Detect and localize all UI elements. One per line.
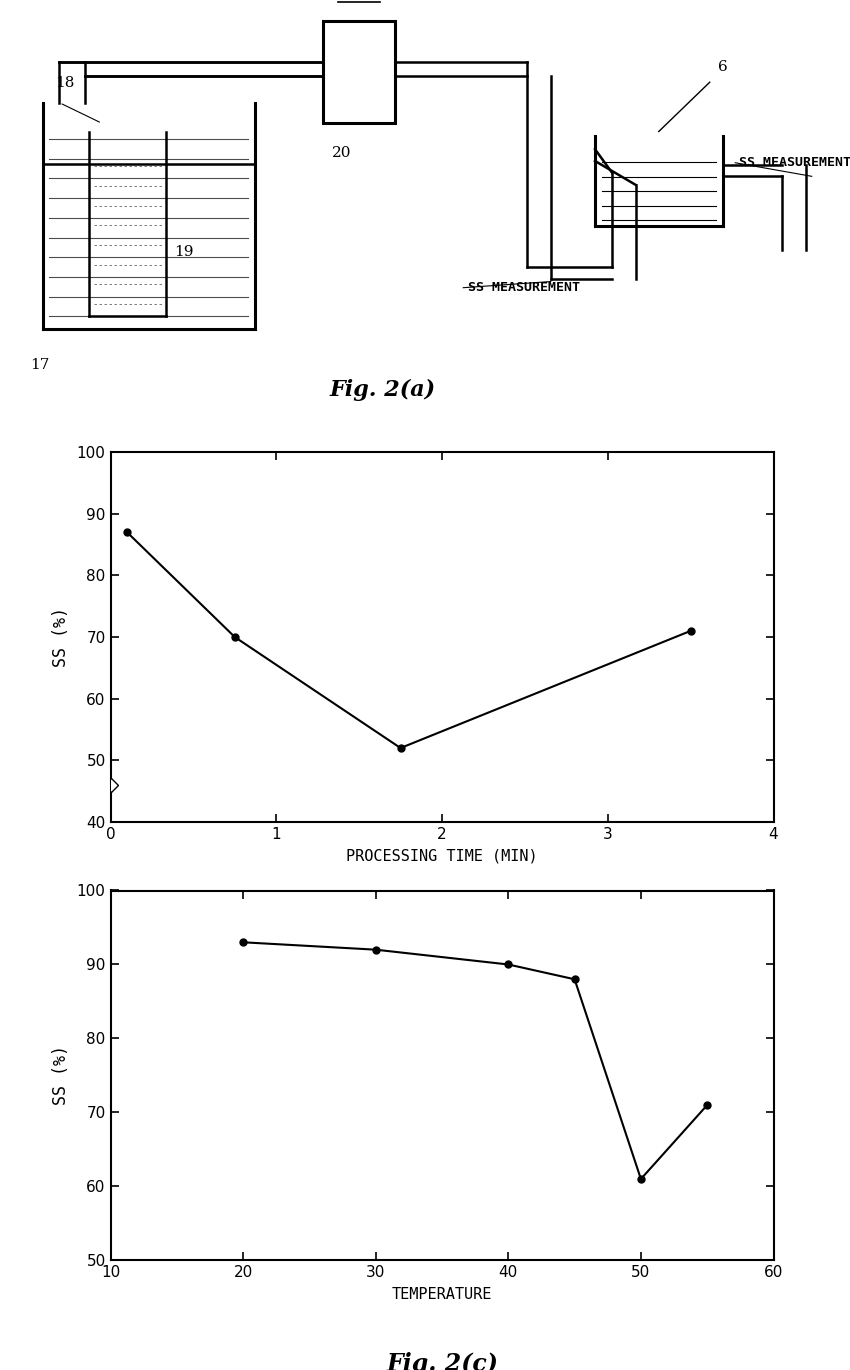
Text: 20: 20 — [332, 147, 351, 160]
Text: Fig. 2(a): Fig. 2(a) — [330, 379, 435, 401]
Text: 18: 18 — [55, 77, 75, 90]
X-axis label: PROCESSING TIME (MIN): PROCESSING TIME (MIN) — [346, 849, 538, 864]
Text: 6: 6 — [718, 60, 728, 74]
Bar — [323, 21, 395, 123]
Y-axis label: SS (%): SS (%) — [52, 607, 70, 667]
Text: Fig. 2(b): Fig. 2(b) — [385, 914, 499, 938]
Text: SS MEASUREMENT: SS MEASUREMENT — [740, 156, 850, 170]
Text: SS MEASUREMENT: SS MEASUREMENT — [468, 281, 580, 295]
X-axis label: TEMPERATURE: TEMPERATURE — [392, 1288, 492, 1303]
Text: 17: 17 — [30, 358, 49, 371]
Y-axis label: SS (%): SS (%) — [52, 1045, 70, 1106]
Text: Fig. 2(c): Fig. 2(c) — [386, 1352, 498, 1370]
Text: 19: 19 — [174, 245, 194, 259]
